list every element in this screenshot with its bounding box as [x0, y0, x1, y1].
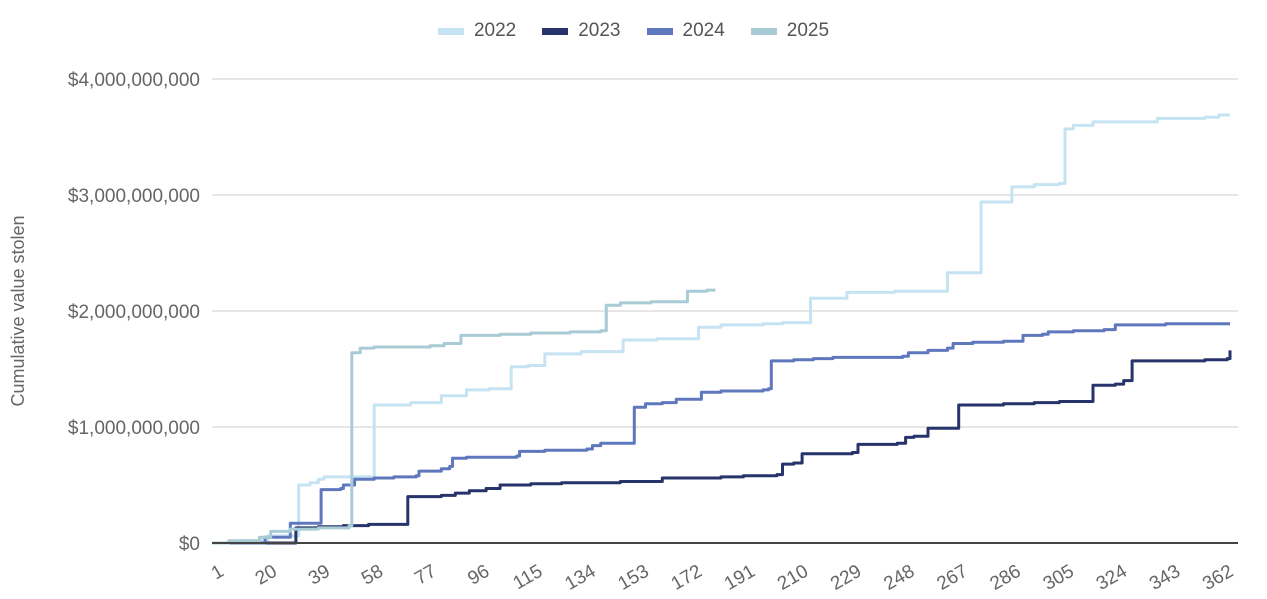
x-tick-label: 305 [1040, 561, 1078, 595]
y-tick-label: $4,000,000,000 [68, 70, 200, 91]
x-tick-label: 324 [1093, 561, 1131, 595]
x-tick-label: 267 [933, 561, 971, 595]
x-tick-label: 134 [562, 561, 600, 595]
legend-swatch [750, 27, 777, 35]
legend-label: 2023 [578, 20, 621, 41]
legend: 2022 2023 2024 2025 [0, 20, 1267, 42]
series-line-2025 [212, 288, 716, 545]
x-tick-label: 229 [827, 561, 865, 595]
x-tick-label: 20 [252, 561, 281, 590]
series-line-2024 [212, 322, 1230, 545]
x-tick-label: 191 [721, 561, 759, 595]
y-axis-title: Cumulative value stolen [8, 215, 28, 406]
legend-label: 2022 [473, 20, 517, 41]
series-line-2023 [212, 350, 1232, 545]
series-line-2022 [212, 113, 1230, 545]
x-tick-label: 248 [880, 561, 918, 595]
y-tick-label: $3,000,000,000 [68, 186, 200, 207]
x-tick-label: 77 [411, 561, 440, 590]
legend-swatch [542, 27, 569, 35]
x-tick-label: 286 [987, 561, 1025, 595]
x-tick-label: 343 [1146, 561, 1184, 595]
legend-item-2022: 2022 [437, 20, 517, 42]
y-tick-label: $0 [179, 534, 200, 555]
x-tick-label: 153 [615, 561, 653, 595]
legend-item-2023: 2023 [542, 20, 621, 42]
legend-label: 2025 [786, 20, 830, 41]
x-tick-label: 115 [510, 561, 547, 594]
x-tick-label: 210 [774, 561, 812, 595]
x-tick-label: 58 [358, 561, 387, 590]
legend-item-2025: 2025 [750, 20, 830, 42]
y-tick-label: $2,000,000,000 [68, 302, 200, 323]
y-tick-label: $1,000,000,000 [68, 418, 200, 439]
legend-swatch [437, 27, 464, 35]
legend-label: 2024 [682, 20, 725, 41]
x-tick-label: 96 [464, 561, 493, 590]
legend-item-2024: 2024 [646, 20, 725, 42]
legend-swatch [646, 27, 673, 35]
x-tick-label: 172 [668, 561, 706, 595]
x-tick-label: 362 [1199, 561, 1237, 595]
x-tick-label: 1 [208, 561, 228, 584]
x-tick-label: 39 [305, 561, 334, 590]
